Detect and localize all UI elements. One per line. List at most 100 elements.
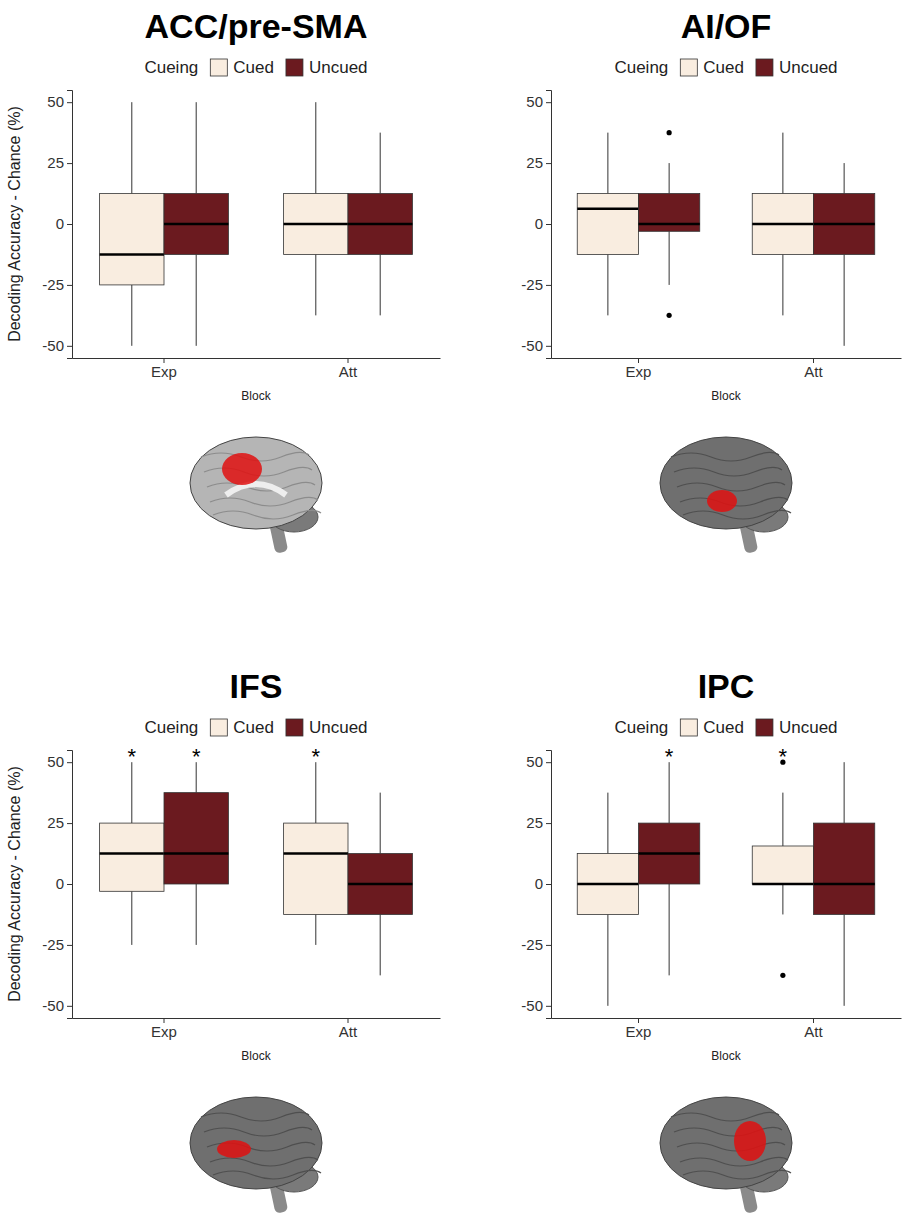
whisker-high	[844, 762, 845, 823]
cerebrum	[190, 437, 322, 529]
roi	[707, 490, 737, 512]
significance-mark: *	[665, 744, 674, 769]
panel: IPCCueingCuedUncued-50-2502550ExpAttBloc…	[521, 667, 901, 1214]
median	[639, 223, 700, 226]
gyrus	[674, 467, 782, 476]
gyrus	[213, 1170, 321, 1179]
y-tick-label: 50	[47, 753, 64, 770]
legend-swatch	[756, 719, 773, 736]
box-body	[348, 194, 412, 255]
box	[752, 133, 813, 316]
y-axis-title: Decoding Accuracy - Chance (%)	[6, 106, 23, 342]
panel-title: ACC/pre-SMA	[145, 7, 368, 45]
legend-swatch	[680, 59, 697, 76]
whisker-low	[380, 914, 381, 975]
whisker-high	[380, 793, 381, 854]
plot-marks	[577, 760, 875, 1006]
x-axis-line	[73, 358, 441, 359]
median	[284, 223, 348, 226]
legend-label: Cued	[703, 58, 744, 77]
gyrus	[677, 482, 785, 491]
x-tick-label: Att	[804, 363, 823, 380]
legend-label: Cued	[233, 58, 274, 77]
gyrus	[671, 452, 779, 461]
significance-mark: *	[192, 744, 201, 769]
y-tick: 25	[526, 154, 551, 171]
x-axis-line	[552, 358, 902, 359]
x-tick-label: Att	[804, 1023, 823, 1040]
legend-label: Uncued	[779, 718, 838, 737]
whisker-high	[669, 762, 670, 823]
y-tick-label: 0	[56, 875, 64, 892]
box	[164, 102, 228, 346]
y-tick: 0	[56, 875, 72, 892]
x-tick: Att	[804, 358, 823, 380]
legend-title: Cueing	[144, 58, 198, 77]
y-tick: -50	[521, 337, 551, 354]
box	[814, 163, 875, 346]
x-axis-title: Block	[711, 389, 741, 403]
gyrus	[683, 510, 791, 519]
box	[814, 762, 875, 1006]
box-body	[100, 823, 164, 891]
x-tick-label: Exp	[626, 1023, 652, 1040]
y-tick-label: 50	[47, 93, 64, 110]
box-body	[284, 823, 348, 914]
y-tick-label: -50	[42, 997, 64, 1014]
y-tick: -50	[42, 337, 72, 354]
x-tick: Att	[339, 1018, 358, 1040]
y-tick-label: 50	[526, 753, 543, 770]
legend-swatch	[210, 59, 227, 76]
y-tick-label: -25	[42, 276, 64, 293]
panel-title: AI/OF	[681, 7, 772, 45]
x-tick: Exp	[626, 358, 652, 380]
whisker-high	[380, 133, 381, 194]
y-tick-label: 50	[526, 93, 543, 110]
y-tick: -25	[42, 276, 72, 293]
panel-title: IPC	[698, 667, 755, 705]
roi	[734, 1121, 766, 1161]
whisker-low	[196, 884, 197, 945]
y-tick-mark	[546, 346, 551, 347]
legend-title: Cueing	[144, 718, 198, 737]
legend: CueingCuedUncued	[144, 718, 367, 737]
x-axis-line	[73, 1018, 441, 1019]
whisker-low	[315, 254, 316, 315]
y-axis: -50-2502550	[42, 751, 72, 1019]
legend-title: Cueing	[614, 718, 668, 737]
box	[164, 762, 228, 945]
whisker-low	[315, 914, 316, 944]
y-tick: 50	[526, 93, 551, 110]
y-axis-line	[546, 91, 552, 359]
y-tick: 0	[535, 875, 551, 892]
whisker-low	[196, 254, 197, 345]
significance-mark: *	[312, 744, 321, 769]
box-body	[577, 194, 638, 255]
median	[752, 223, 813, 226]
box-body	[577, 854, 638, 915]
x-axis: ExpAtt	[73, 358, 441, 380]
x-axis: Exp Att	[552, 1018, 902, 1040]
y-tick: 25	[47, 154, 72, 171]
outlier	[667, 313, 672, 318]
box-body	[284, 194, 348, 255]
y-tick-mark	[546, 285, 551, 286]
y-tick-label: 25	[526, 814, 543, 831]
y-tick-mark	[67, 762, 72, 763]
plot-marks	[100, 102, 413, 346]
box	[348, 133, 412, 316]
cerebrum	[660, 437, 792, 529]
whisker-low	[782, 254, 783, 315]
whisker-low	[380, 254, 381, 315]
brain-illustration	[190, 1097, 322, 1214]
y-axis: -50-2502550	[42, 91, 72, 359]
panel: IFSCueingCuedUncued-50-2502550ExpAttBloc…	[6, 667, 441, 1214]
whisker-high	[607, 133, 608, 194]
y-tick: -50	[521, 997, 551, 1014]
y-tick-label: -50	[521, 997, 543, 1014]
x-axis-title: Block	[241, 1049, 271, 1063]
significance-mark: *	[128, 744, 137, 769]
y-tick-label: -25	[42, 936, 64, 953]
box	[100, 102, 164, 346]
legend-label: Uncued	[309, 58, 368, 77]
